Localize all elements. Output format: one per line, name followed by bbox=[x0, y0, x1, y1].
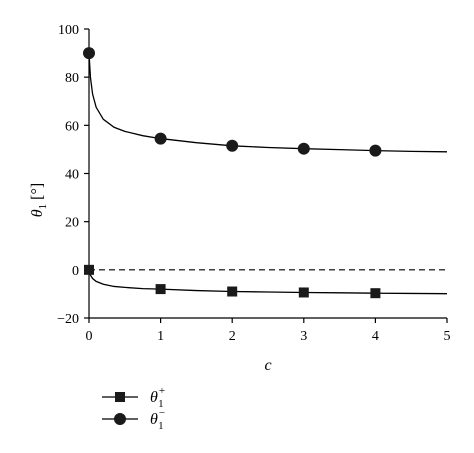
x-tick-label: 4 bbox=[372, 329, 379, 344]
data-point-circle bbox=[154, 132, 167, 145]
legend-sub: 1 bbox=[158, 398, 164, 410]
legend-entry-theta1-minus: θ− 1 bbox=[102, 407, 165, 432]
x-tick-label: 3 bbox=[300, 329, 307, 344]
svg-text:θ1[°]: θ1 [°] bbox=[29, 183, 49, 217]
legend-square-marker bbox=[115, 392, 125, 402]
legend-sub: 1 bbox=[158, 420, 164, 432]
legend-circle-marker bbox=[114, 413, 126, 425]
data-point-circle bbox=[369, 144, 382, 157]
legend-sup: + bbox=[159, 385, 165, 397]
y-tick-label: 40 bbox=[65, 168, 79, 183]
data-point-circle bbox=[297, 142, 310, 155]
legend: θ+ 1 θ− 1 bbox=[102, 385, 165, 432]
series-line-theta1-plus bbox=[88, 269, 448, 295]
data-point-square bbox=[370, 288, 381, 299]
legend-entry-theta1-plus: θ+ 1 bbox=[102, 385, 165, 410]
series-line-theta1-minus bbox=[88, 53, 448, 153]
y-tick-label: −20 bbox=[57, 312, 79, 327]
legend-symbol: θ bbox=[150, 389, 158, 406]
x-axis-label: c bbox=[264, 357, 271, 374]
data-point-square bbox=[84, 264, 94, 275]
y-axis-label: θ1 [°] bbox=[29, 183, 49, 217]
y-tick-label: 60 bbox=[65, 119, 79, 134]
legend-sup: − bbox=[159, 407, 165, 419]
plot-area bbox=[83, 47, 448, 299]
y-tick-label: 100 bbox=[58, 23, 79, 38]
data-point-square bbox=[227, 286, 238, 297]
y-tick-label: 20 bbox=[65, 216, 79, 231]
axes: −20 0 20 40 60 80 100 0 1 2 3 4 5 bbox=[57, 23, 450, 344]
y-axis-label-sub: 1 bbox=[37, 204, 49, 210]
legend-label-theta1-minus: θ− 1 bbox=[150, 407, 165, 432]
y-axis-label-unit: [°] bbox=[29, 183, 46, 200]
x-tick-label: 5 bbox=[444, 329, 451, 344]
y-tick-label: 0 bbox=[72, 264, 79, 279]
data-point-circle bbox=[83, 47, 95, 60]
legend-symbol: θ bbox=[150, 411, 158, 428]
data-point-square bbox=[298, 287, 309, 298]
y-axis-label-symbol: θ bbox=[29, 209, 46, 217]
x-tick-label: 2 bbox=[229, 329, 236, 344]
legend-label-theta1-plus: θ+ 1 bbox=[150, 385, 165, 410]
y-tick-label: 80 bbox=[65, 71, 79, 86]
x-tick-label: 0 bbox=[86, 329, 93, 344]
data-point-circle bbox=[226, 139, 239, 152]
data-point-square bbox=[155, 284, 166, 295]
x-tick-label: 1 bbox=[157, 329, 164, 344]
